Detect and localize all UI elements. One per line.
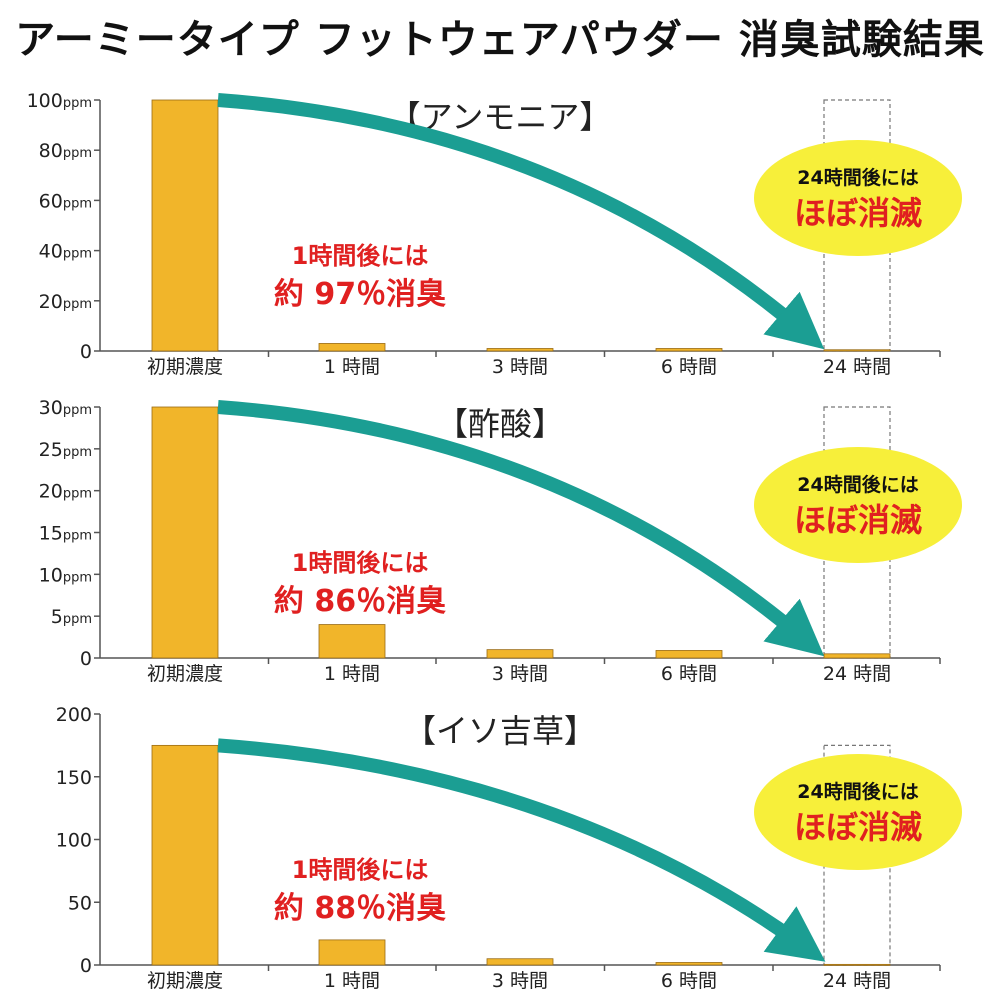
chart-panel-ammonia: 0 20ppm 40ppm 60ppm 80ppm 100ppm 初期濃度 1 時間 3 時間 6… — [0, 78, 1000, 383]
badge-line-1: 24時間後には — [797, 473, 918, 496]
category-label: 24 時間 — [823, 356, 891, 378]
category-label: 24 時間 — [823, 663, 891, 685]
bar-2 — [486, 958, 554, 966]
category-label: 6 時間 — [661, 356, 717, 378]
y-tick-label: 0 — [80, 341, 92, 363]
y-tick-label: 0 — [80, 648, 92, 670]
category-label: 初期濃度 — [147, 663, 223, 685]
annotation-line-1: 1時間後には — [292, 549, 429, 577]
category-label: 1 時間 — [324, 970, 380, 992]
badge-line-1: 24時間後には — [797, 780, 918, 803]
category-label: 初期濃度 — [147, 356, 223, 378]
annotation-line-2: 約 86％消臭 — [274, 584, 446, 619]
annotation-line-2: 約 88％消臭 — [274, 891, 446, 926]
chart-acetic-acid: 0 5ppm 10ppm 15ppm 20ppm 25ppm 30ppm 初期濃度 1 時間 3 … — [39, 397, 962, 685]
panel-heading: 【酢酸】 — [436, 405, 564, 443]
chart-ammonia: 0 20ppm 40ppm 60ppm 80ppm 100ppm 初期濃度 1 時間 3 時間 6… — [27, 90, 962, 378]
decrease-arrow — [217, 738, 826, 962]
category-label: 24 時間 — [823, 970, 891, 992]
y-tick-label: 100 — [56, 830, 92, 852]
y-tick-label: 60ppm — [39, 190, 92, 212]
chart-panel-acetic-acid: 0 5ppm 10ppm 15ppm 20ppm 25ppm 30ppm 初期濃度 1 時間 3 … — [0, 385, 1000, 690]
bar-1 — [318, 939, 386, 966]
annotation-line-1: 1時間後には — [292, 242, 429, 270]
bar-0 — [151, 744, 219, 966]
badge — [754, 140, 962, 256]
badge-line-2: ほぼ消滅 — [794, 194, 922, 232]
y-tick-label: 25ppm — [39, 439, 92, 461]
y-tick-label: 0 — [80, 955, 92, 977]
y-tick-label: 15ppm — [39, 523, 92, 545]
category-label: 3 時間 — [492, 663, 548, 685]
bar-3 — [655, 348, 723, 352]
category-label: 1 時間 — [324, 663, 380, 685]
bar-1 — [318, 343, 386, 352]
y-tick-label: 10ppm — [39, 564, 92, 586]
category-label: 初期濃度 — [147, 970, 223, 992]
bar-4 — [823, 349, 891, 352]
y-tick-label: 30ppm — [39, 397, 92, 419]
bar-1 — [318, 624, 386, 659]
bar-3 — [655, 650, 723, 659]
badge — [754, 754, 962, 870]
category-label: 3 時間 — [492, 356, 548, 378]
category-label: 6 時間 — [661, 970, 717, 992]
bar-2 — [486, 348, 554, 352]
y-tick-label: 150 — [56, 767, 92, 789]
bar-3 — [655, 962, 723, 966]
badge-line-2: ほぼ消滅 — [794, 808, 922, 846]
annotation-line-1: 1時間後には — [292, 856, 429, 884]
bar-0 — [151, 406, 219, 659]
bar-4 — [823, 653, 891, 659]
chart-panel-isovaleric-acid: 0 50 100 150 200 初期濃度 1 時間 3 時間 6 時間 24 時間 【イソ吉草】 1… — [0, 692, 1000, 997]
y-tick-label: 20ppm — [39, 481, 92, 503]
y-tick-label: 5ppm — [51, 606, 92, 628]
category-label: 6 時間 — [661, 663, 717, 685]
y-tick-label: 20ppm — [39, 291, 92, 313]
badge — [754, 447, 962, 563]
y-tick-label: 200 — [56, 704, 92, 726]
bar-2 — [486, 649, 554, 659]
badge-line-1: 24時間後には — [797, 166, 918, 189]
panel-heading: 【イソ吉草】 — [404, 712, 596, 750]
category-label: 1 時間 — [324, 356, 380, 378]
bar-0 — [151, 99, 219, 352]
chart-isovaleric-acid: 0 50 100 150 200 初期濃度 1 時間 3 時間 6 時間 24 時間 【イソ吉草】 1… — [56, 704, 962, 992]
y-tick-label: 100ppm — [27, 90, 92, 112]
page-title: アーミータイプ フットウェアパウダー 消臭試験結果 — [15, 17, 985, 63]
annotation-line-2: 約 97％消臭 — [274, 277, 446, 312]
y-tick-label: 50 — [68, 892, 92, 914]
y-tick-label: 40ppm — [39, 241, 92, 263]
category-label: 3 時間 — [492, 970, 548, 992]
y-tick-label: 80ppm — [39, 140, 92, 162]
decrease-arrow — [217, 93, 825, 350]
decrease-arrow — [217, 400, 825, 657]
bar-4 — [823, 963, 891, 966]
badge-line-2: ほぼ消滅 — [794, 501, 922, 539]
